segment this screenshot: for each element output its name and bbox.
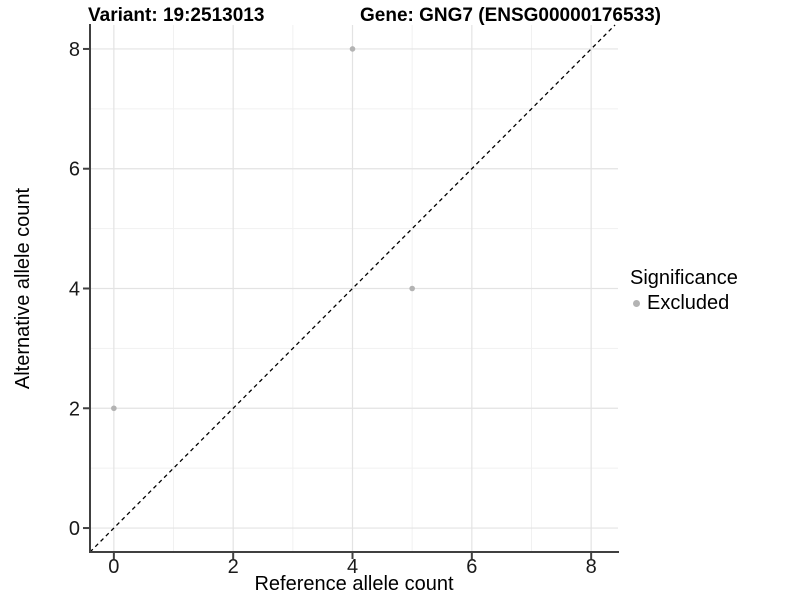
legend-title: Significance [630, 267, 738, 289]
legend-item-excluded: Excluded [630, 292, 738, 314]
x-tick-label: 8 [586, 556, 597, 578]
plot-area: 0 2 4 6 8 0 2 4 6 8 [69, 24, 619, 578]
plot-title-variant: Variant: 19:2513013 [88, 5, 265, 26]
y-tick-label: 4 [69, 279, 80, 301]
data-point [409, 285, 415, 292]
legend-point-icon [633, 299, 640, 307]
y-tick-label: 6 [69, 159, 80, 181]
plot-title-gene: Gene: GNG7 (ENSG00000176533) [360, 5, 661, 26]
y-tick-label: 8 [69, 39, 80, 61]
x-axis-title: Reference allele count [254, 573, 454, 595]
x-tick-label: 2 [228, 556, 239, 578]
x-tick-label: 0 [108, 556, 119, 578]
data-point [349, 46, 356, 52]
legend-item-label: Excluded [647, 292, 730, 314]
data-point [111, 405, 117, 412]
y-tick-label: 0 [69, 518, 80, 540]
x-tick-label: 4 [347, 556, 358, 578]
identity-reference-line [89, 24, 616, 553]
x-tick-label: 6 [466, 556, 477, 578]
y-axis-title: Alternative allele count [12, 187, 34, 390]
legend: Significance Excluded [630, 267, 738, 314]
y-tick-label: 2 [69, 398, 80, 420]
